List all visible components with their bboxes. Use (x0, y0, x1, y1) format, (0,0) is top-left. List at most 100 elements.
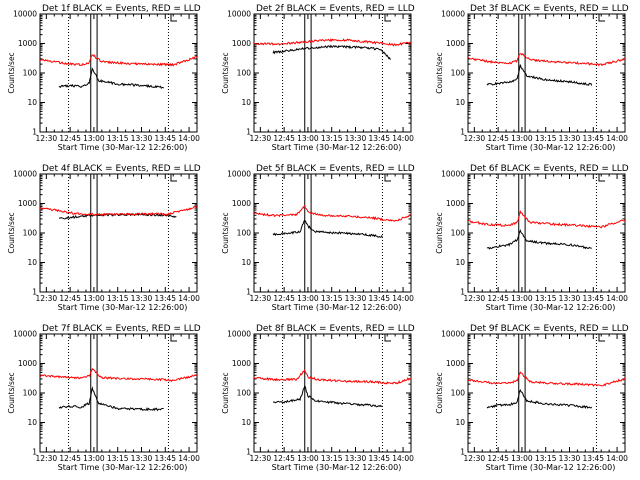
corner-marker (384, 14, 391, 22)
x-tick-label: 12:30 (36, 294, 58, 303)
plot-frame (39, 333, 198, 453)
y-tick-label: 10000 (441, 170, 465, 179)
y-axis: 1 10 100 1000 10000 (227, 330, 411, 457)
y-tick-label: 10000 (13, 330, 37, 339)
x-tick-label: 13:00 (511, 134, 533, 143)
series-lld-line (39, 367, 198, 383)
x-axis: 12:30 12:45 13:00 13:15 13:30 13:45 14:00 (250, 334, 414, 463)
series-events-line (486, 64, 593, 86)
series-lld-line (39, 54, 197, 67)
panel-title: Det 4f BLACK = Events, RED = LLD (42, 164, 201, 174)
x-tick-label: 14:00 (606, 454, 628, 463)
x-tick-label: 13:00 (83, 454, 105, 463)
x-tick-label: 13:30 (131, 294, 153, 303)
y-tick-label: 10000 (441, 10, 465, 19)
y-tick-label: 100 (23, 229, 38, 238)
x-axis: 12:30 12:45 13:00 13:15 13:30 13:45 14:00 (250, 14, 414, 143)
plot-frame (467, 333, 626, 453)
x-axis-label: Start Time (30-Mar-12 12:26:00) (272, 303, 402, 312)
corner-marker (384, 174, 391, 182)
x-tick-label: 12:45 (487, 294, 509, 303)
y-tick-label: 1 (460, 448, 465, 457)
y-tick-label: 1000 (446, 199, 465, 208)
x-tick-label: 14:00 (606, 294, 628, 303)
x-tick-label: 13:45 (582, 134, 604, 143)
panel-title: Det 8f BLACK = Events, RED = LLD (256, 324, 415, 334)
corner-marker (598, 334, 605, 342)
series-events-line (272, 219, 383, 238)
x-tick-label: 13:30 (131, 454, 153, 463)
x-tick-label: 13:45 (368, 454, 390, 463)
x-tick-label: 12:45 (273, 294, 295, 303)
y-tick-label: 100 (237, 389, 252, 398)
x-tick-label: 13:45 (368, 294, 390, 303)
series-lld-line (467, 371, 626, 387)
y-tick-label: 1000 (232, 359, 251, 368)
y-axis: 1 10 100 1000 10000 (441, 170, 625, 297)
x-tick-label: 12:45 (487, 454, 509, 463)
y-tick-label: 1 (460, 288, 465, 297)
y-axis: 1 10 100 1000 10000 (13, 330, 197, 457)
y-axis-label: Counts/sec (435, 372, 444, 413)
x-tick-label: 14:00 (178, 294, 200, 303)
y-axis-label: Counts/sec (7, 212, 16, 253)
x-tick-label: 13:00 (511, 454, 533, 463)
y-tick-label: 1000 (232, 199, 251, 208)
x-tick-label: 12:45 (59, 294, 81, 303)
y-tick-label: 100 (451, 69, 466, 78)
y-axis-label: Counts/sec (221, 52, 230, 93)
x-tick-label: 12:45 (59, 134, 81, 143)
series-lld-line (39, 205, 198, 217)
x-axis-label: Start Time (30-Mar-12 12:26:00) (272, 463, 402, 472)
corner-marker (170, 14, 177, 22)
y-tick-label: 1 (460, 128, 465, 137)
y-axis-label: Counts/sec (435, 212, 444, 253)
x-tick-label: 13:15 (321, 294, 343, 303)
y-tick-label: 10 (241, 258, 251, 267)
corner-marker (384, 334, 391, 342)
y-tick-label: 1 (32, 448, 37, 457)
y-tick-label: 100 (23, 389, 38, 398)
y-axis: 1 10 100 1000 10000 (13, 170, 197, 297)
series-events-line (486, 229, 592, 250)
x-tick-label: 13:15 (321, 454, 343, 463)
x-tick-label: 13:00 (297, 454, 319, 463)
x-tick-label: 13:45 (154, 454, 176, 463)
y-tick-label: 1 (246, 448, 251, 457)
plot-frame (39, 173, 198, 293)
y-tick-label: 1 (246, 288, 251, 297)
x-tick-label: 12:30 (36, 454, 58, 463)
series-lld-line (253, 369, 412, 385)
y-tick-label: 10000 (227, 330, 251, 339)
y-tick-label: 100 (237, 229, 252, 238)
x-tick-label: 13:00 (297, 134, 319, 143)
series-lld-line (467, 53, 626, 67)
corner-marker (170, 174, 177, 182)
plot-frame (467, 13, 626, 133)
x-tick-label: 13:15 (321, 134, 343, 143)
x-tick-label: 13:45 (154, 134, 176, 143)
y-axis: 1 10 100 1000 10000 (441, 330, 625, 457)
y-tick-label: 1000 (446, 359, 465, 368)
x-axis: 12:30 12:45 13:00 13:15 13:30 13:45 14:00 (464, 334, 628, 463)
y-tick-label: 10000 (13, 170, 37, 179)
plot-frame (253, 13, 412, 133)
x-tick-label: 13:30 (559, 294, 581, 303)
panel-title: Det 5f BLACK = Events, RED = LLD (256, 164, 415, 174)
y-tick-label: 1000 (446, 39, 465, 48)
y-axis-label: Counts/sec (435, 52, 444, 93)
x-tick-label: 13:45 (582, 294, 604, 303)
y-tick-label: 10 (27, 98, 37, 107)
y-tick-label: 100 (237, 69, 252, 78)
y-tick-label: 1000 (18, 359, 37, 368)
y-tick-label: 10 (27, 258, 37, 267)
x-tick-label: 13:30 (131, 134, 153, 143)
panel-title: Det 9f BLACK = Events, RED = LLD (470, 324, 629, 334)
series-events-line (58, 67, 165, 89)
